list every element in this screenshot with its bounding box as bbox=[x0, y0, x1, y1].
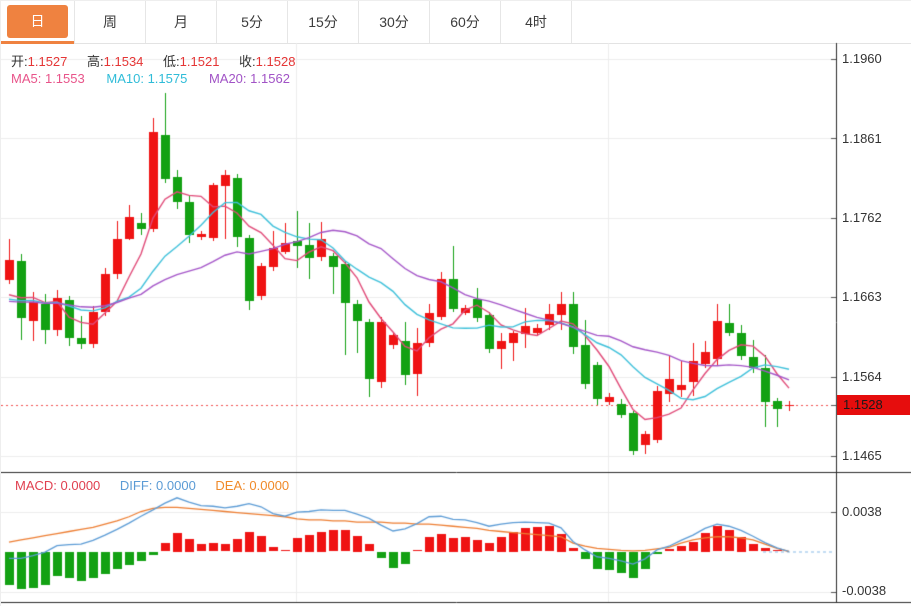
price-axis-label-3: 1.1762 bbox=[842, 210, 882, 225]
low-value: 1.1521 bbox=[179, 54, 220, 69]
ohlc-legend: 开:1.1527 高:1.1534 低:1.1521 收:1.1528 bbox=[11, 51, 311, 70]
high-value: 1.1534 bbox=[103, 54, 144, 69]
ma20-legend: MA20: 1.1562 bbox=[208, 71, 290, 86]
ma10-legend: MA10: 1.1575 bbox=[106, 71, 188, 86]
close-value: 1.1528 bbox=[255, 54, 296, 69]
close-label: 收: bbox=[239, 54, 256, 69]
price-axis-label-2: 1.1861 bbox=[842, 131, 882, 146]
macd-axis-label-neg: -0.0038 bbox=[842, 583, 887, 598]
open-value: 1.1527 bbox=[27, 54, 68, 69]
ma-legend: MA5: 1.1553 MA10: 1.1575 MA20: 1.1562 bbox=[11, 71, 290, 86]
open-label: 开: bbox=[11, 54, 28, 69]
macd-value-legend: MACD: 0.0000 bbox=[15, 478, 101, 493]
low-label: 低: bbox=[163, 54, 180, 69]
macd-legend: MACD: 0.0000 DIFF: 0.0000 DEA: 0.0000 bbox=[15, 478, 289, 493]
price-axis-label-4: 1.1663 bbox=[842, 289, 882, 304]
current-price-tag: 1.1528 bbox=[837, 395, 910, 415]
price-axis-label-5: 1.1564 bbox=[842, 369, 882, 384]
ma5-legend: MA5: 1.1553 bbox=[11, 71, 85, 86]
price-axis-label-1: 1.1960 bbox=[842, 51, 882, 66]
diff-value-legend: DIFF: 0.0000 bbox=[119, 478, 196, 493]
high-label: 高: bbox=[87, 54, 104, 69]
price-axis-label-6: 1.1465 bbox=[842, 448, 882, 463]
macd-axis-label-pos: 0.0038 bbox=[842, 504, 882, 519]
dea-value-legend: DEA: 0.0000 bbox=[215, 478, 290, 493]
